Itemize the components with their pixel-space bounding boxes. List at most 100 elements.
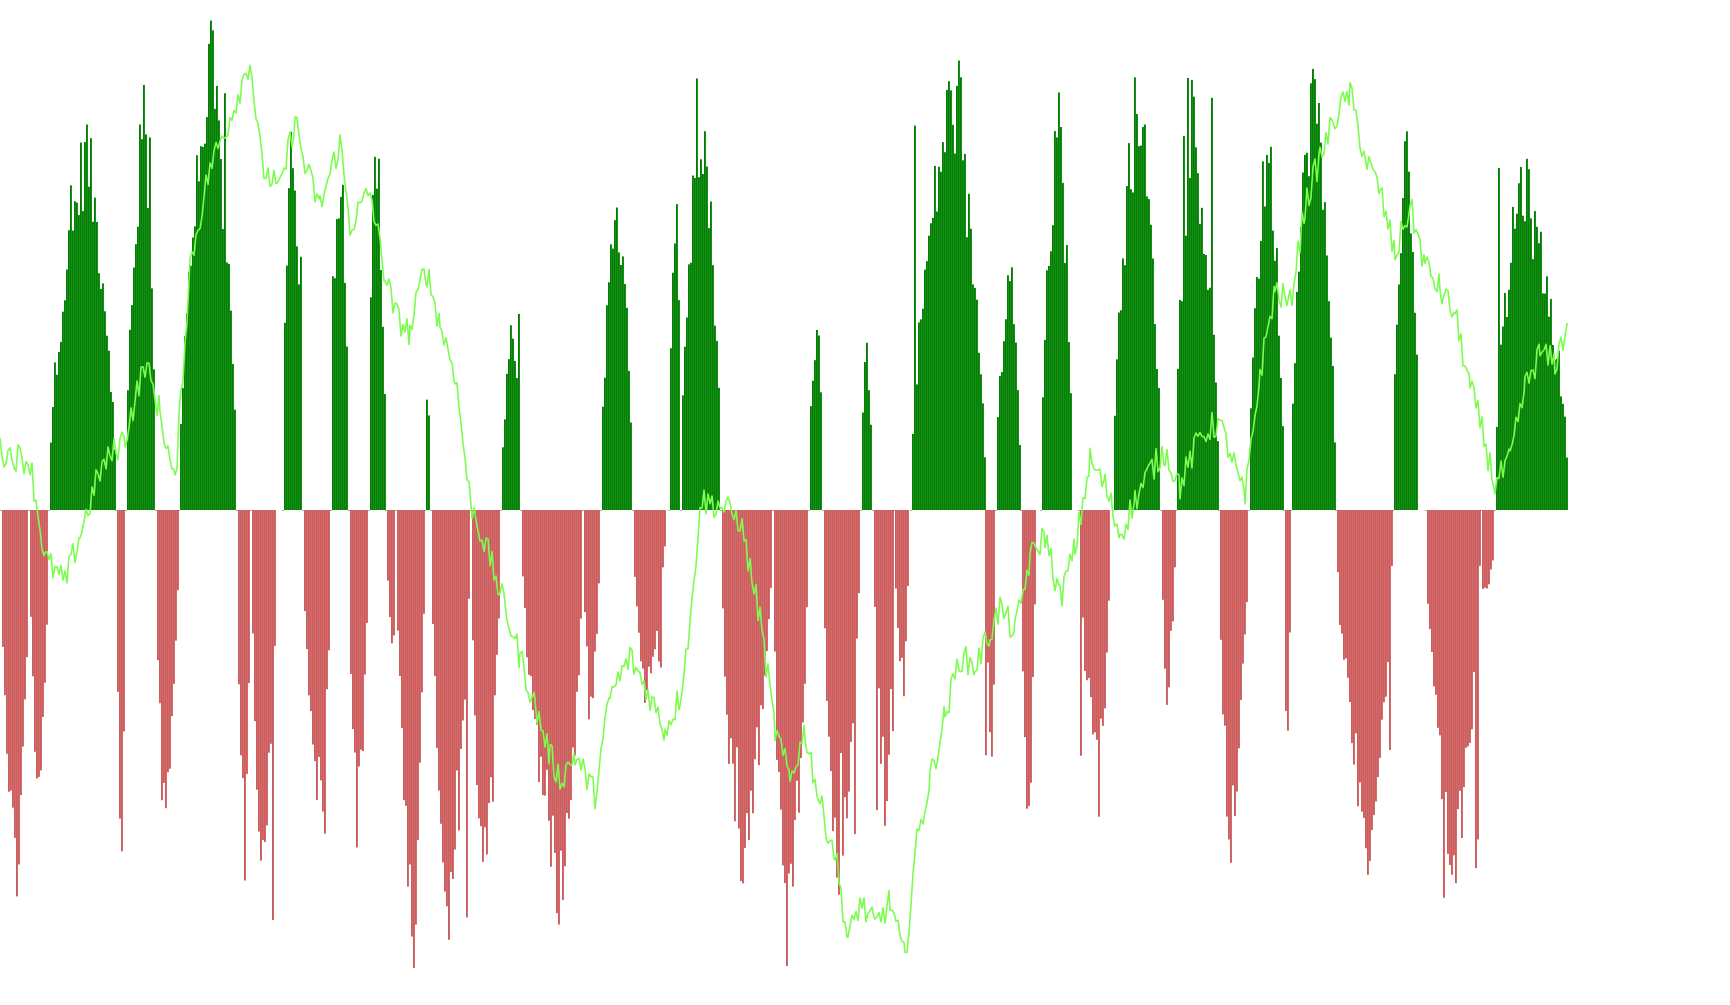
- histogram-bar-positive: [60, 341, 62, 510]
- histogram-bar-negative: [901, 510, 903, 658]
- histogram-bar-positive: [968, 193, 970, 511]
- histogram-bar-positive: [1213, 334, 1215, 510]
- histogram-bar-positive: [952, 124, 954, 510]
- histogram-bar-positive: [1282, 426, 1284, 510]
- histogram-bar-positive: [1526, 158, 1528, 511]
- histogram-bar-negative: [756, 510, 758, 728]
- histogram-bar-positive: [1394, 374, 1396, 510]
- histogram-bar-negative: [1351, 510, 1353, 744]
- histogram-bar-positive: [930, 223, 932, 510]
- histogram-bar-positive: [1502, 326, 1504, 510]
- histogram-bar-negative: [1096, 510, 1098, 740]
- histogram-bar-positive: [1566, 457, 1568, 510]
- histogram-bar-negative: [776, 510, 778, 760]
- histogram-bar-negative: [724, 510, 726, 677]
- histogram-bar-positive: [1480, 510, 1482, 511]
- histogram-bar-positive: [980, 374, 982, 510]
- histogram-bar-positive: [684, 346, 686, 510]
- histogram-bar-positive: [1414, 312, 1416, 510]
- histogram-bar-positive: [131, 305, 133, 510]
- histogram-bar-negative: [1024, 510, 1026, 738]
- histogram-bar-negative: [572, 510, 574, 748]
- histogram-bar-positive: [612, 248, 614, 510]
- histogram-bar-negative: [726, 510, 728, 715]
- histogram-bar-positive: [924, 269, 926, 510]
- histogram-bar-negative: [18, 510, 20, 865]
- histogram-bar-positive: [395, 510, 397, 511]
- histogram-bar-positive: [814, 360, 816, 510]
- histogram-bar-positive: [70, 185, 72, 510]
- histogram-bar-positive: [110, 391, 112, 510]
- histogram-bar-negative: [442, 510, 444, 863]
- histogram-bar-positive: [938, 166, 940, 511]
- histogram-bar-positive: [1158, 387, 1160, 510]
- histogram-bar-positive: [382, 326, 384, 510]
- histogram-bar-positive: [982, 403, 984, 510]
- histogram-bar-positive: [1005, 319, 1007, 510]
- histogram-bar-negative: [662, 510, 664, 568]
- histogram-bar-negative: [1337, 510, 1339, 573]
- histogram-bar-negative: [780, 510, 782, 810]
- histogram-bar-negative: [1490, 510, 1492, 570]
- histogram-bar-positive: [1532, 259, 1534, 510]
- histogram-bar-positive: [153, 369, 155, 510]
- histogram-bar-negative: [897, 510, 899, 628]
- histogram-bar-negative: [258, 510, 260, 832]
- histogram-bar-negative: [1242, 510, 1244, 664]
- histogram-bar-positive: [290, 131, 292, 511]
- histogram-bar-positive: [184, 336, 186, 510]
- histogram-bar-negative: [360, 510, 362, 750]
- histogram-bar-negative: [740, 510, 742, 882]
- histogram-bar-positive: [1392, 510, 1394, 511]
- histogram-bar-positive: [1504, 292, 1506, 510]
- histogram-bar-positive: [96, 221, 98, 510]
- histogram-bar-positive: [936, 211, 938, 510]
- histogram-bar-positive: [1318, 103, 1320, 511]
- histogram-bar-positive: [1320, 142, 1322, 510]
- histogram-bar-positive: [928, 235, 930, 510]
- histogram-bar-negative: [564, 510, 566, 867]
- histogram-bar-positive: [870, 424, 872, 510]
- histogram-bar-negative: [1349, 510, 1351, 703]
- histogram-bar-positive: [1183, 135, 1185, 510]
- histogram-bar-positive: [1332, 365, 1334, 510]
- histogram-bar-negative: [830, 510, 832, 772]
- histogram-bar-positive: [230, 310, 232, 510]
- histogram-bar-positive: [1558, 350, 1560, 510]
- histogram-bar-negative: [888, 510, 890, 755]
- histogram-bar-positive: [978, 352, 980, 510]
- histogram-bar-positive: [616, 207, 618, 511]
- histogram-bar-positive: [676, 204, 678, 510]
- histogram-bar-negative: [524, 510, 526, 609]
- histogram-bar-negative: [758, 510, 760, 766]
- histogram-bar-positive: [1292, 403, 1294, 510]
- histogram-bar-positive: [672, 272, 674, 510]
- histogram-bar-negative: [532, 510, 534, 711]
- histogram-bar-negative: [850, 510, 852, 742]
- histogram-bar-negative: [411, 510, 413, 937]
- histogram-bar-positive: [78, 215, 80, 511]
- histogram-bar-negative: [1445, 510, 1447, 792]
- histogram-bar-positive: [972, 284, 974, 510]
- histogram-bar-positive: [250, 510, 252, 511]
- histogram-bar-positive: [512, 338, 514, 510]
- histogram-bar-negative: [782, 510, 784, 866]
- histogram-bar-negative: [44, 510, 46, 683]
- histogram-bar-negative: [538, 510, 540, 783]
- histogram-bar-negative: [836, 510, 838, 878]
- histogram-bar-negative: [796, 510, 798, 781]
- histogram-bar-negative: [1353, 510, 1355, 765]
- histogram-bar-negative: [1471, 510, 1473, 730]
- histogram-bar-negative: [244, 510, 246, 881]
- histogram-bar-negative: [892, 510, 894, 732]
- histogram-bar-negative: [852, 510, 854, 724]
- histogram-bar-negative: [642, 510, 644, 669]
- histogram-bar-positive: [372, 194, 374, 510]
- histogram-bar-positive: [680, 510, 682, 511]
- histogram-bar-negative: [1431, 510, 1433, 653]
- histogram-bar-negative: [824, 510, 826, 629]
- histogram-bar-positive: [1138, 146, 1140, 511]
- histogram-bar-positive: [926, 261, 928, 510]
- histogram-bar-positive: [218, 120, 220, 511]
- histogram-bar-positive: [1536, 226, 1538, 510]
